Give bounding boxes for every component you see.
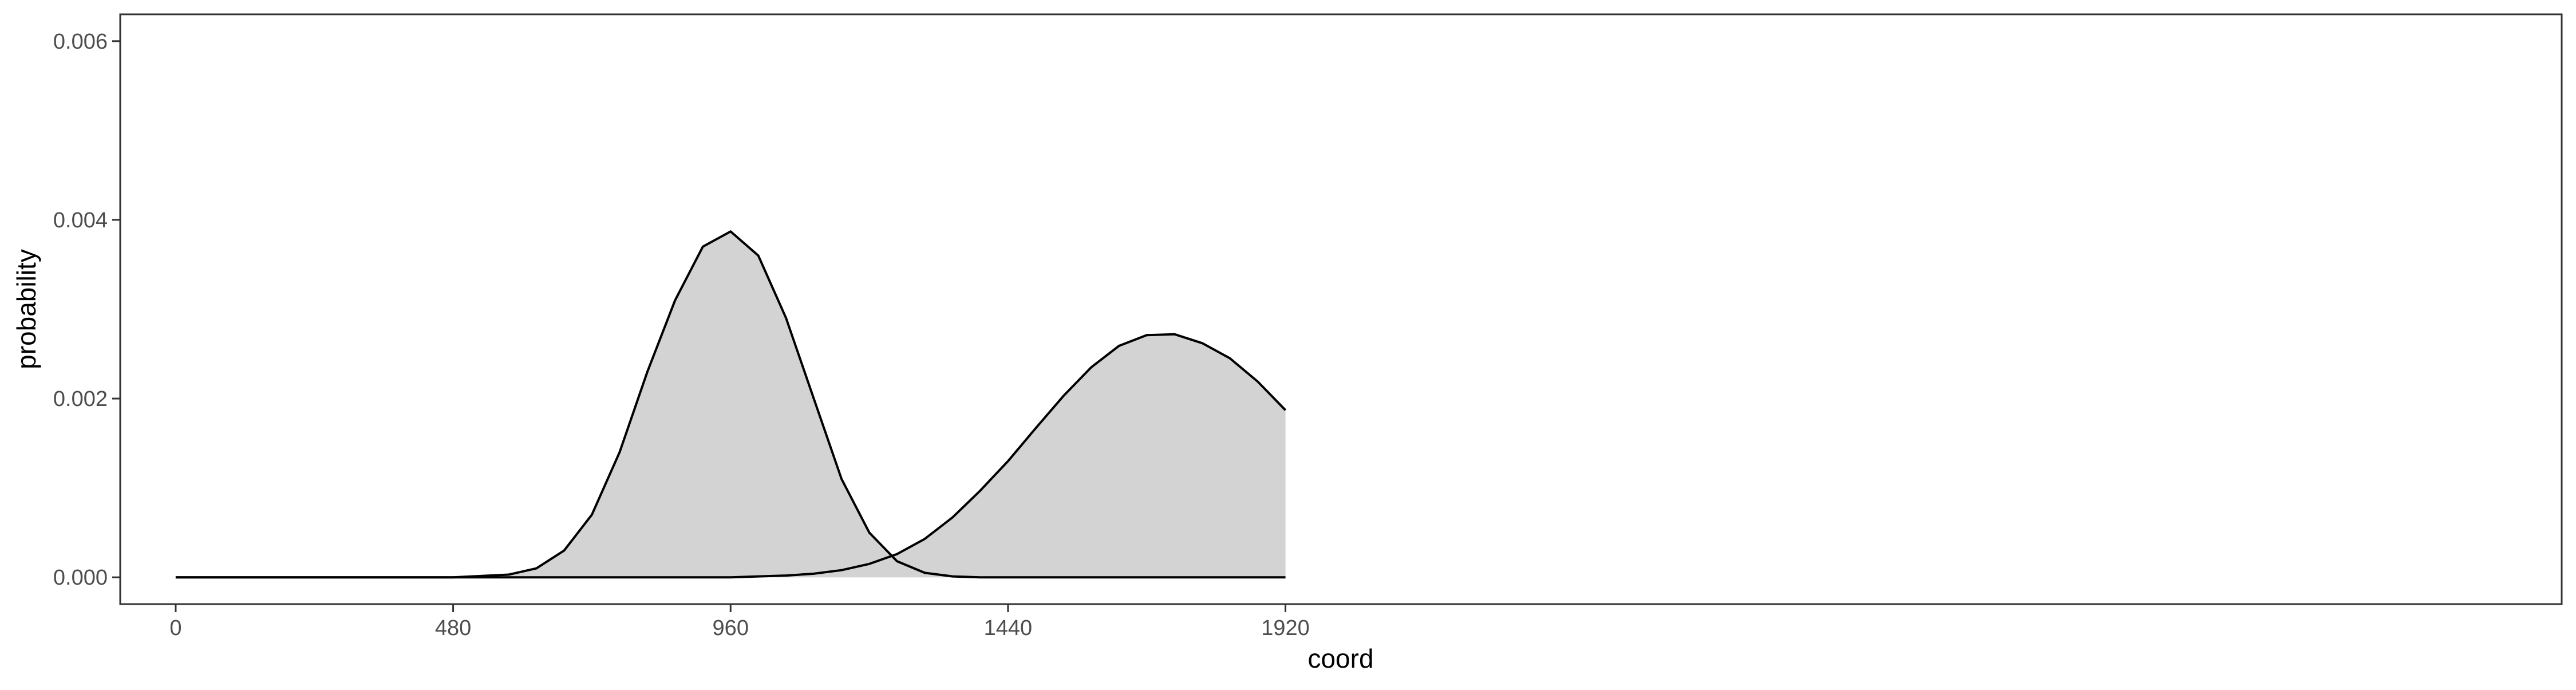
lines-layer: [175, 230, 1287, 579]
x-tick-label: 960: [713, 616, 749, 640]
density-area-1: [175, 231, 1286, 578]
areas-layer: [175, 231, 1286, 578]
x-axis-title: coord: [1307, 644, 1373, 673]
y-tick-label: 0.004: [53, 208, 108, 232]
y-tick-label: 0.006: [53, 30, 108, 54]
x-tick-label: 480: [435, 616, 471, 640]
y-axis-title: probability: [11, 249, 41, 369]
x-tick-label: 1920: [1261, 616, 1310, 640]
y-tick-label: 0.000: [53, 566, 108, 590]
density-area-2: [175, 334, 1286, 578]
y-tick-label: 0.002: [53, 387, 108, 411]
x-tick-label: 0: [169, 616, 181, 640]
panel-border: [119, 13, 2563, 605]
y-axis: 0.000 0.002 0.004 0.006: [53, 30, 120, 590]
density-line-2: [175, 333, 1287, 579]
x-axis: 0 480 960 1440 1920: [169, 604, 1310, 640]
density-line-1: [175, 230, 1286, 579]
x-tick-label: 1440: [984, 616, 1033, 640]
